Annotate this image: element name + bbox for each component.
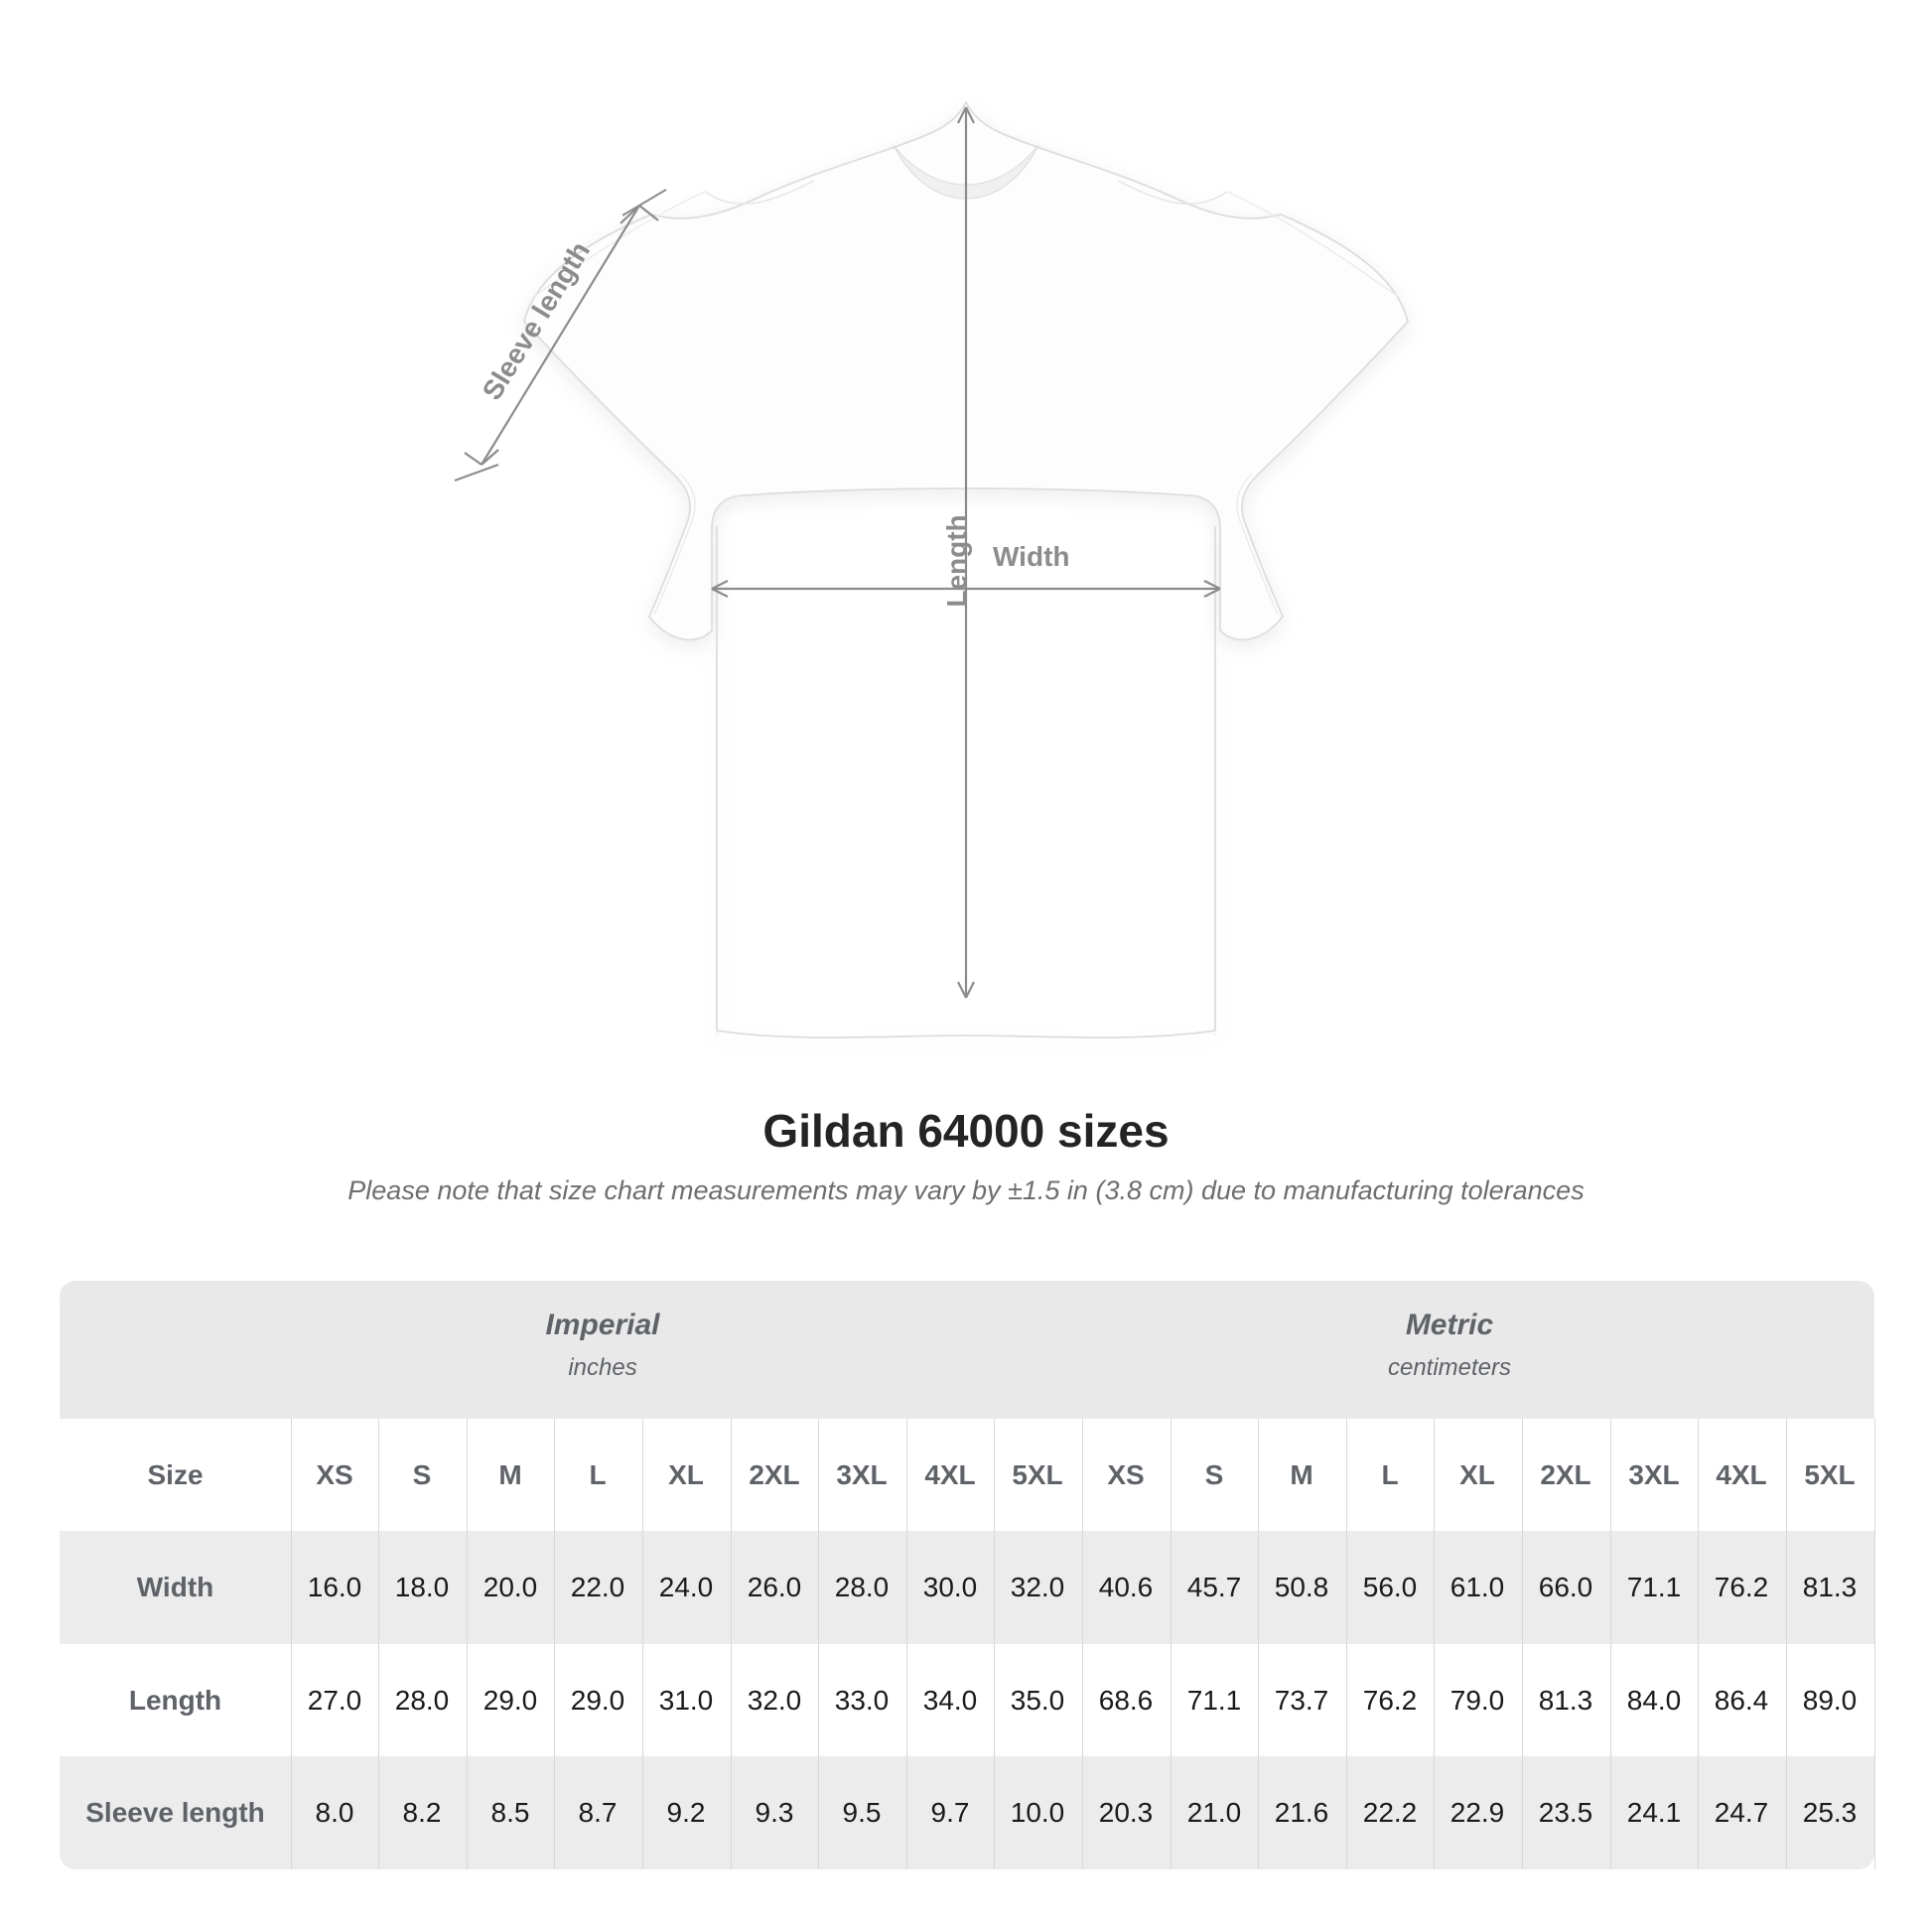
svg-text:Length: Length (941, 514, 972, 607)
svg-text:Width: Width (993, 541, 1070, 572)
